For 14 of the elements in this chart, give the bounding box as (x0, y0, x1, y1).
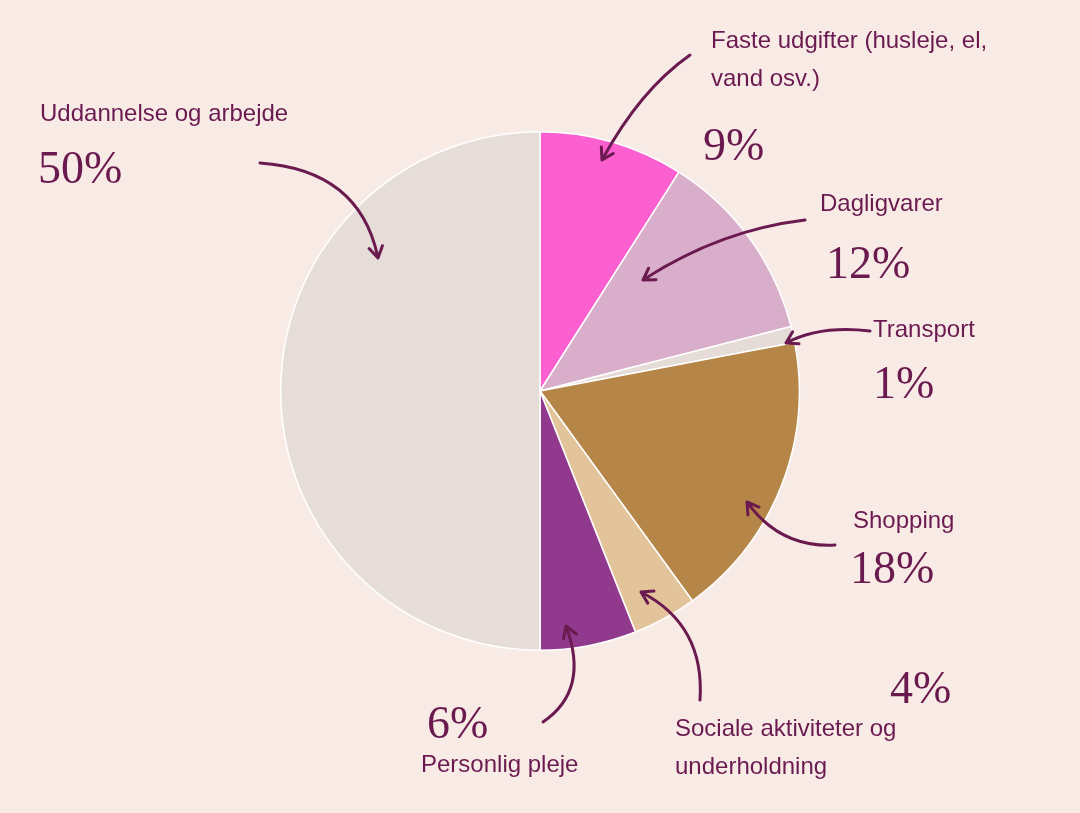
slice-label: Faste udgifter (husleje, el, vand osv.) (711, 26, 988, 91)
data-label: 9% (703, 119, 765, 170)
slice-label: Personlig pleje (421, 750, 579, 777)
data-label: 12% (826, 237, 911, 288)
slice-label: Transport (873, 315, 976, 342)
slice-label: Sociale aktiviteter og underholdning (675, 714, 897, 779)
slice-label: Shopping (853, 506, 955, 533)
slice-label: Dagligvarer (820, 189, 943, 216)
data-label: 50% (38, 142, 123, 193)
data-label: 6% (427, 697, 489, 748)
data-label: 1% (873, 357, 935, 408)
slice-label: Uddannelse og arbejde (40, 99, 289, 126)
data-label: 18% (850, 542, 935, 593)
data-label: 4% (890, 662, 952, 713)
